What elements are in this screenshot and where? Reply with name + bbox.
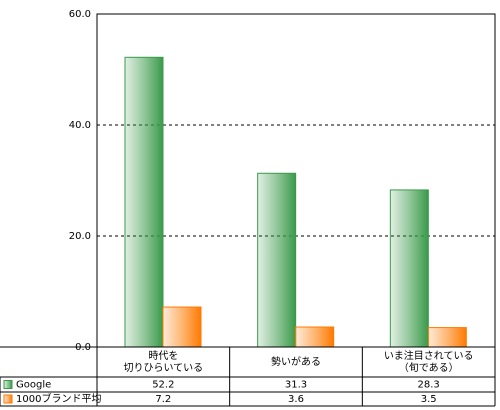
y-tick-label: 20.0 xyxy=(69,231,91,242)
table-value: 7.2 xyxy=(155,394,171,405)
table-value: 3.6 xyxy=(288,394,304,405)
legend-key xyxy=(3,394,13,404)
legend-label: 1000ブランド平均 xyxy=(16,392,101,405)
bar xyxy=(389,189,429,348)
table-value: 3.5 xyxy=(421,394,437,405)
table-value: 28.3 xyxy=(418,380,440,391)
category-label: 時代を切りひらいている xyxy=(123,350,203,374)
table-value: 31.3 xyxy=(285,380,307,391)
bar xyxy=(295,326,335,348)
legend-key xyxy=(3,380,13,389)
y-tick-label: 60.0 xyxy=(69,9,91,20)
legend-label: Google xyxy=(16,380,51,391)
bar xyxy=(162,306,202,348)
y-tick-label: 40.0 xyxy=(69,120,91,131)
bar xyxy=(124,56,164,348)
category-label: いま注目されている（旬である） xyxy=(384,349,474,374)
bar xyxy=(427,327,467,348)
table-value: 52.2 xyxy=(152,380,174,391)
category-label: 勢いがある xyxy=(271,355,321,368)
bar xyxy=(257,172,297,348)
